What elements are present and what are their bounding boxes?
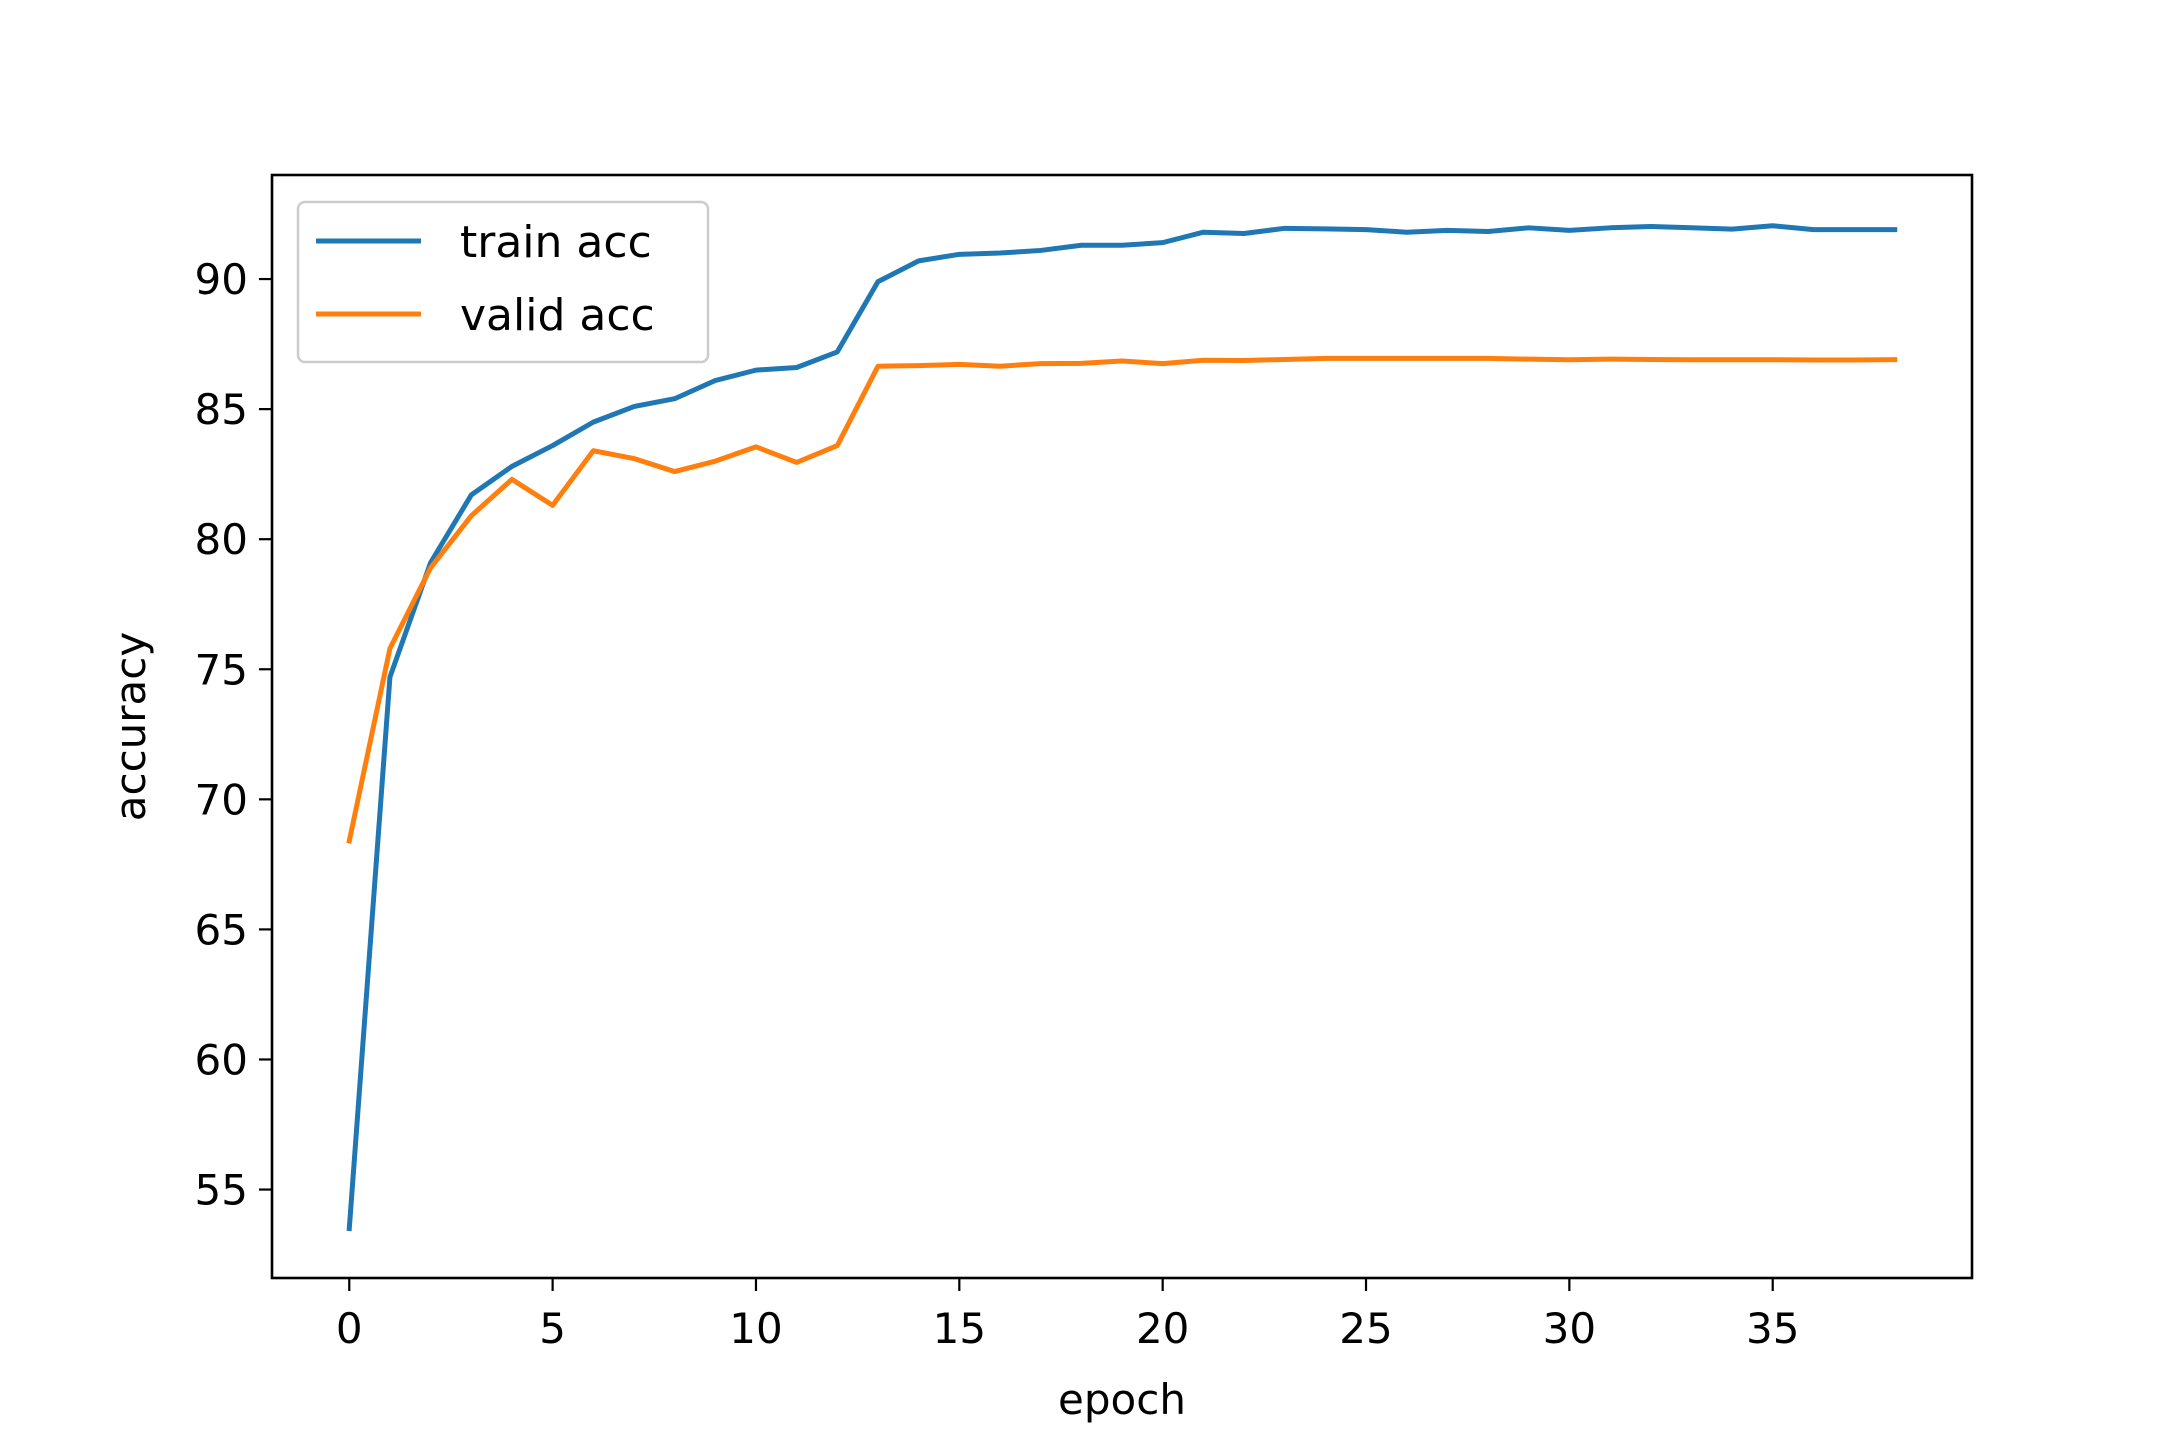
y-tick-label: 70 bbox=[195, 775, 248, 824]
legend: train acc valid acc bbox=[296, 200, 710, 364]
x-tick-label: 25 bbox=[1339, 1304, 1392, 1353]
x-tick-label: 5 bbox=[539, 1304, 566, 1353]
y-tick-label: 60 bbox=[195, 1035, 248, 1084]
legend-label-train-acc: train acc bbox=[460, 217, 652, 268]
y-tick-label: 65 bbox=[195, 905, 248, 954]
y-tick-label: 80 bbox=[195, 515, 248, 564]
legend-label-valid-acc: valid acc bbox=[460, 290, 655, 341]
x-tick-label: 15 bbox=[933, 1304, 986, 1353]
series-line-train-acc bbox=[346, 223, 1898, 1232]
tick-layer: 0 5 10 15 20 25 30 35 55 60 65 70 75 80 85 90 bbox=[195, 255, 1800, 1353]
y-tick-label: 75 bbox=[195, 645, 248, 694]
x-tick-label: 20 bbox=[1136, 1304, 1189, 1353]
series-layer bbox=[346, 223, 1898, 1232]
plot-area-frame bbox=[270, 173, 1974, 1280]
x-axis-label: epoch bbox=[1058, 1375, 1186, 1424]
y-tick-label: 55 bbox=[195, 1166, 248, 1215]
y-axis-label: accuracy bbox=[106, 632, 155, 822]
x-tick-label: 35 bbox=[1746, 1304, 1799, 1353]
x-tick-label: 10 bbox=[729, 1304, 782, 1353]
series-line-valid-acc bbox=[346, 355, 1898, 844]
x-tick-label: 30 bbox=[1543, 1304, 1596, 1353]
y-tick-label: 90 bbox=[195, 255, 248, 304]
y-tick-label: 85 bbox=[195, 385, 248, 434]
x-tick-label: 0 bbox=[336, 1304, 363, 1353]
